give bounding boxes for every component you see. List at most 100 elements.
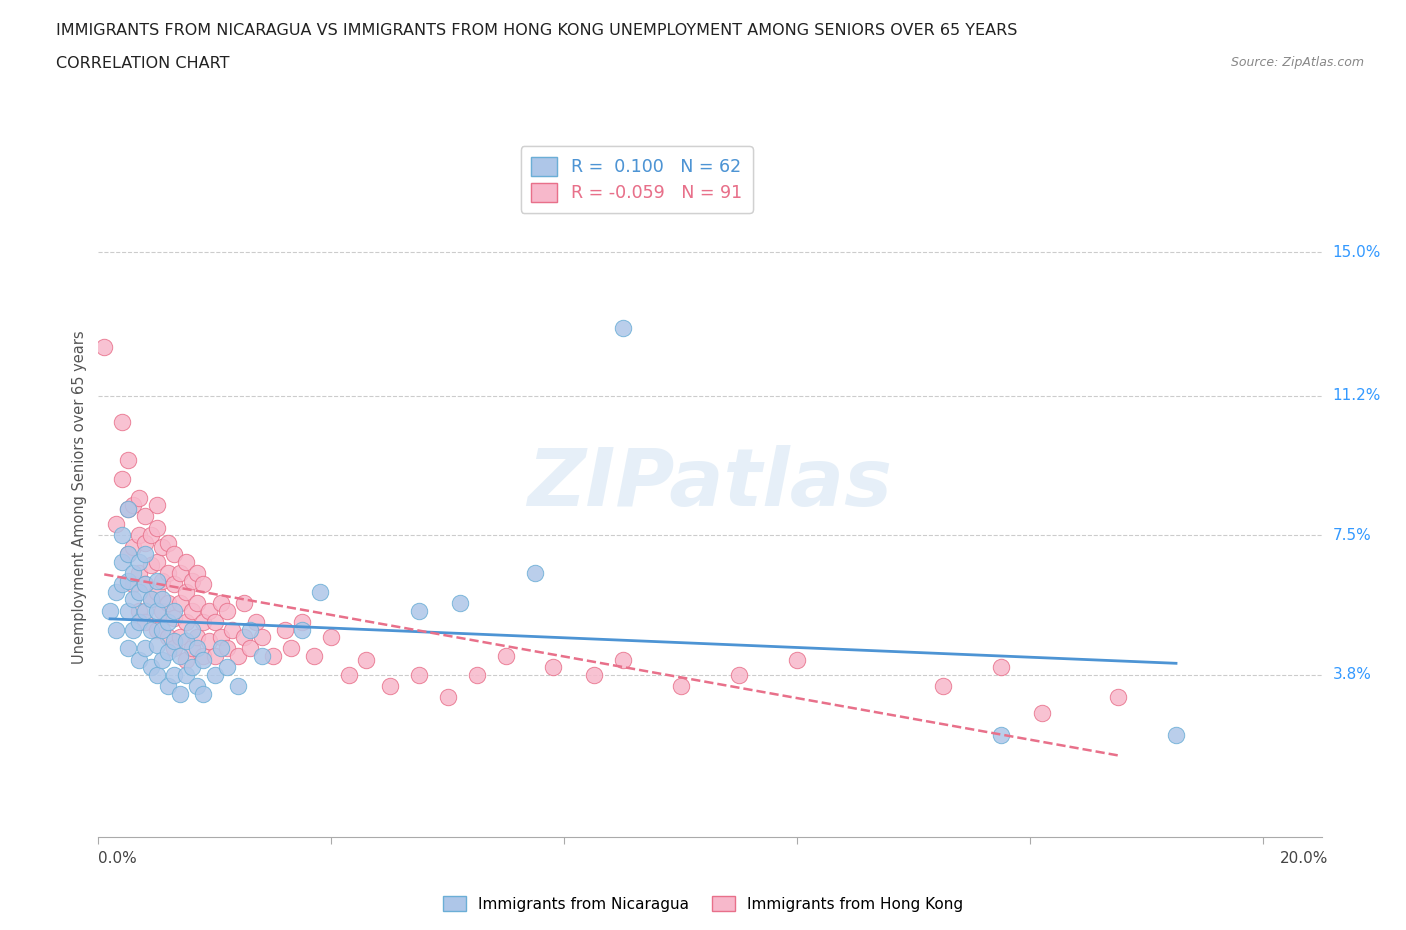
Point — [226, 648, 249, 663]
Point — [449, 596, 471, 611]
Point — [174, 554, 197, 569]
Point — [990, 660, 1012, 675]
Text: CORRELATION CHART: CORRELATION CHART — [56, 56, 229, 71]
Point — [117, 573, 139, 588]
Text: 7.5%: 7.5% — [1333, 527, 1371, 543]
Point — [134, 547, 156, 562]
Point — [186, 630, 208, 644]
Point — [128, 652, 150, 667]
Point — [337, 668, 360, 683]
Point — [117, 501, 139, 516]
Point — [145, 520, 167, 535]
Point — [169, 596, 191, 611]
Text: 20.0%: 20.0% — [1281, 851, 1329, 866]
Point — [186, 596, 208, 611]
Point — [465, 668, 488, 683]
Point — [437, 690, 460, 705]
Point — [193, 648, 215, 663]
Point — [117, 641, 139, 656]
Point — [163, 668, 186, 683]
Point — [193, 615, 215, 630]
Point — [209, 596, 232, 611]
Point — [1107, 690, 1129, 705]
Point — [134, 641, 156, 656]
Point — [157, 536, 180, 551]
Point — [262, 648, 284, 663]
Point — [193, 652, 215, 667]
Point — [122, 592, 145, 607]
Point — [145, 584, 167, 599]
Point — [157, 679, 180, 694]
Point — [239, 641, 262, 656]
Point — [163, 547, 186, 562]
Point — [226, 679, 249, 694]
Point — [250, 630, 273, 644]
Point — [111, 415, 134, 430]
Point — [239, 622, 262, 637]
Point — [495, 648, 517, 663]
Point — [180, 660, 202, 675]
Point — [215, 604, 238, 618]
Point — [169, 648, 191, 663]
Point — [174, 615, 197, 630]
Point — [204, 648, 226, 663]
Point — [180, 573, 202, 588]
Point — [117, 501, 139, 516]
Point — [321, 630, 343, 644]
Point — [209, 641, 232, 656]
Point — [157, 644, 180, 659]
Point — [245, 615, 267, 630]
Point — [122, 622, 145, 637]
Point — [128, 604, 150, 618]
Point — [122, 565, 145, 580]
Point — [134, 577, 156, 591]
Point — [157, 630, 180, 644]
Point — [274, 622, 297, 637]
Point — [186, 565, 208, 580]
Point — [308, 584, 330, 599]
Point — [174, 652, 197, 667]
Point — [541, 660, 564, 675]
Point — [111, 577, 134, 591]
Point — [1164, 727, 1187, 742]
Point — [180, 622, 202, 637]
Point — [122, 577, 145, 591]
Point — [198, 633, 221, 648]
Point — [111, 472, 134, 486]
Point — [117, 547, 139, 562]
Point — [524, 565, 547, 580]
Point — [582, 668, 605, 683]
Point — [134, 604, 156, 618]
Point — [98, 604, 121, 618]
Point — [128, 528, 150, 543]
Point — [152, 604, 174, 618]
Point — [111, 528, 134, 543]
Point — [152, 573, 174, 588]
Point — [209, 630, 232, 644]
Point — [250, 648, 273, 663]
Text: IMMIGRANTS FROM NICARAGUA VS IMMIGRANTS FROM HONG KONG UNEMPLOYMENT AMONG SENIOR: IMMIGRANTS FROM NICARAGUA VS IMMIGRANTS … — [56, 23, 1018, 38]
Point — [93, 339, 115, 354]
Point — [1031, 705, 1053, 720]
Point — [145, 604, 167, 618]
Point — [152, 652, 174, 667]
Point — [408, 604, 430, 618]
Text: ZIPatlas: ZIPatlas — [527, 445, 893, 523]
Point — [186, 679, 208, 694]
Point — [233, 596, 256, 611]
Point — [152, 539, 174, 554]
Y-axis label: Unemployment Among Seniors over 65 years: Unemployment Among Seniors over 65 years — [72, 331, 87, 664]
Point — [128, 565, 150, 580]
Text: 15.0%: 15.0% — [1333, 245, 1381, 259]
Point — [215, 660, 238, 675]
Legend: Immigrants from Nicaragua, Immigrants from Hong Kong: Immigrants from Nicaragua, Immigrants fr… — [437, 889, 969, 918]
Point — [163, 604, 186, 618]
Point — [157, 615, 180, 630]
Text: 0.0%: 0.0% — [98, 851, 138, 866]
Point — [163, 641, 186, 656]
Point — [104, 584, 127, 599]
Point — [139, 622, 162, 637]
Point — [204, 668, 226, 683]
Point — [104, 516, 127, 531]
Point — [233, 630, 256, 644]
